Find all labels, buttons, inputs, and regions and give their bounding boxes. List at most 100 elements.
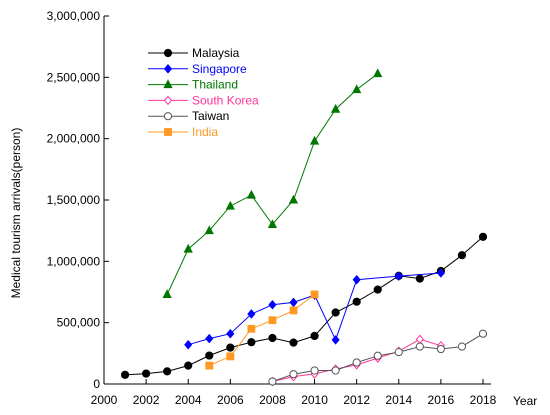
singapore-point [352, 274, 361, 285]
thailand-point [162, 289, 172, 298]
singapore-point [436, 268, 445, 278]
x-tick-label: 2010 [301, 393, 328, 407]
y-tick-label: 0 [93, 377, 100, 391]
series-singapore [184, 268, 445, 350]
series-malaysia [120, 232, 488, 379]
legend-india-point [164, 128, 172, 136]
legend-singapore-point [163, 64, 173, 74]
y-tick-label: 1,000,000 [47, 254, 101, 268]
malaysia-point [310, 331, 319, 341]
malaysia-point [415, 274, 424, 283]
india-point [247, 324, 256, 333]
malaysia-point [352, 297, 361, 306]
x-tick-label: 2000 [91, 393, 118, 407]
y-tick-label: 3,000,000 [47, 9, 101, 23]
malaysia-point [142, 369, 151, 378]
taiwan-point [289, 370, 298, 379]
x-tick-label: 2014 [385, 393, 412, 407]
thailand-point [309, 135, 320, 145]
malaysia-point [373, 285, 382, 294]
taiwan-point [310, 366, 319, 375]
legend-item-south-korea: South Korea [148, 93, 259, 107]
x-tick-label: 2018 [470, 393, 497, 407]
x-tick-label: 2016 [428, 393, 455, 407]
legend-item-india: India [148, 125, 218, 139]
india-point [289, 306, 298, 315]
legend-label: India [192, 125, 218, 139]
thailand-point [352, 84, 362, 94]
singapore-point [394, 271, 403, 281]
legend-item-singapore: Singapore [148, 62, 247, 76]
singapore-point [268, 299, 277, 310]
taiwan-point [436, 344, 445, 354]
singapore-point [247, 309, 256, 319]
taiwan-point [373, 351, 382, 360]
malaysia-point [163, 367, 172, 376]
legend-item-thailand: Thailand [148, 78, 238, 92]
legend-label: Malaysia [192, 46, 240, 60]
thailand-point [330, 103, 341, 113]
thailand-point [288, 194, 299, 204]
taiwan-point [394, 348, 403, 357]
taiwan-point [478, 329, 488, 338]
singapore-point [289, 297, 298, 308]
malaysia-line [125, 236, 484, 376]
india-point [268, 316, 277, 325]
taiwan-point [415, 342, 424, 351]
taiwan-point [457, 342, 467, 351]
malaysia-point [184, 361, 193, 370]
x-axis-title: Year [513, 394, 537, 408]
legend-taiwan-point [163, 112, 173, 121]
thailand-point [225, 200, 235, 210]
x-tick-label: 2002 [133, 393, 160, 407]
y-tick-label: 1,500,000 [47, 193, 101, 207]
legend-item-taiwan: Taiwan [148, 109, 229, 123]
x-tick-label: 2004 [175, 393, 202, 407]
taiwan-point [352, 358, 361, 367]
axes: 0 500,000 1,000,000 1,500,000 2,000,000 2,500… [47, 9, 497, 407]
singapore-point [331, 335, 340, 345]
malaysia-point [268, 333, 277, 343]
singapore-point [205, 333, 214, 344]
y-tick-label: 2,000,000 [47, 132, 101, 146]
legend-label: Thailand [192, 78, 238, 92]
india-point [205, 361, 214, 370]
singapore-point [184, 339, 193, 350]
series-india [205, 290, 319, 370]
thailand-point [246, 189, 257, 199]
malaysia-point [331, 308, 340, 317]
malaysia-point [120, 370, 130, 379]
x-tick-label: 2006 [217, 393, 244, 407]
malaysia-point [289, 338, 298, 347]
series-taiwan [268, 329, 488, 386]
thailand-point [204, 225, 214, 235]
y-tick-label: 2,500,000 [47, 70, 101, 84]
india-point [226, 352, 235, 361]
thailand-point [183, 243, 193, 253]
south-korea-point [415, 334, 424, 345]
legend-label: South Korea [192, 93, 259, 107]
taiwan-point [331, 366, 340, 375]
malaysia-point [457, 251, 467, 260]
legend-thailand-point [163, 79, 173, 89]
x-tick-label: 2012 [343, 393, 370, 407]
legend-malaysia-point [163, 48, 173, 58]
legend-label: Singapore [192, 62, 247, 76]
legend-label: Taiwan [192, 109, 229, 123]
x-tick-label: 2008 [259, 393, 286, 407]
thailand-point [267, 219, 278, 229]
thailand-point [373, 68, 383, 78]
legend-south-korea-point [163, 95, 173, 106]
malaysia-point [478, 232, 488, 241]
india-line [209, 294, 315, 367]
y-axis-title: Medical tourism arrivals(person) [9, 128, 23, 299]
taiwan-point [268, 377, 277, 386]
india-point [310, 290, 319, 299]
legend-item-malaysia: Malaysia [148, 46, 240, 60]
singapore-point [226, 328, 235, 339]
series-thailand [162, 68, 383, 298]
y-tick-label: 500,000 [57, 316, 101, 330]
malaysia-point [226, 343, 235, 352]
